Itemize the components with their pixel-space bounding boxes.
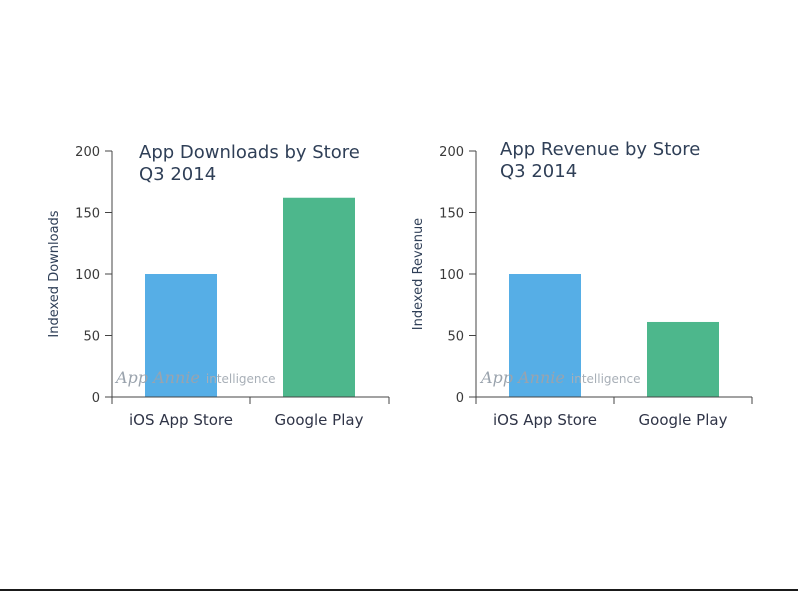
y-tick-label: 150 bbox=[439, 207, 464, 222]
y-axis-title: Indexed Revenue bbox=[411, 218, 426, 330]
revenue-chart: App Annie intelligence 0 50 100 150 200 iOS App… bbox=[411, 139, 753, 429]
x-tick-label: Google Play bbox=[275, 411, 364, 429]
downloads-chart: App Annie intelligence 0 50 100 150 200 iOS App… bbox=[47, 142, 390, 429]
y-tick-label: 200 bbox=[75, 145, 100, 160]
bar-google-play bbox=[647, 321, 719, 397]
chart-title: App Downloads by Store bbox=[139, 142, 360, 163]
bottom-divider bbox=[0, 589, 798, 591]
x-tick-label: iOS App Store bbox=[129, 411, 233, 429]
x-tick-label: iOS App Store bbox=[493, 411, 597, 429]
watermark: App Annie intelligence bbox=[479, 368, 641, 387]
y-tick-label: 200 bbox=[439, 145, 464, 160]
watermark: App Annie intelligence bbox=[114, 368, 276, 387]
y-tick-label: 0 bbox=[92, 391, 100, 406]
y-tick-label: 50 bbox=[83, 330, 100, 345]
y-tick-label: 0 bbox=[456, 391, 464, 406]
chart-subtitle: Q3 2014 bbox=[139, 164, 216, 185]
bar-google-play bbox=[283, 197, 355, 397]
bar-ios-app-store bbox=[145, 274, 217, 397]
chart-title: App Revenue by Store bbox=[500, 139, 700, 160]
y-tick-label: 100 bbox=[75, 268, 100, 283]
x-tick-label: Google Play bbox=[639, 411, 728, 429]
bar-ios-app-store bbox=[509, 274, 581, 397]
y-tick-label: 50 bbox=[447, 330, 464, 345]
y-tick-label: 100 bbox=[439, 268, 464, 283]
y-axis-title: Indexed Downloads bbox=[47, 210, 62, 337]
y-tick-label: 150 bbox=[75, 207, 100, 222]
chart-subtitle: Q3 2014 bbox=[500, 161, 577, 182]
